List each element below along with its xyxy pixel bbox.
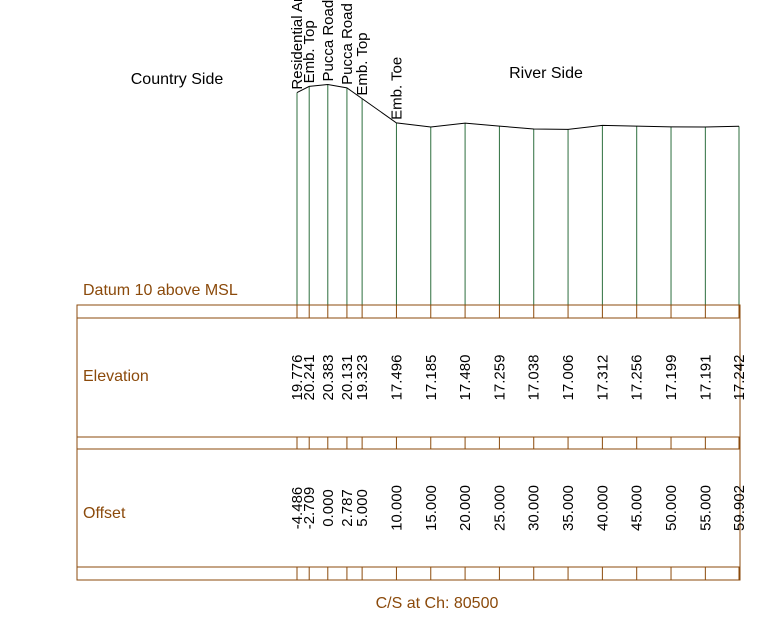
elevation-value: 20.383 [320, 355, 337, 401]
offset-value: 55.000 [697, 485, 714, 531]
offset-value: 0.000 [320, 489, 337, 527]
elevation-value: 20.131 [339, 355, 356, 401]
offset-value: 35.000 [560, 485, 577, 531]
offset-value: 5.000 [354, 489, 371, 527]
elevation-value: 17.242 [731, 355, 748, 401]
offset-value: 2.787 [339, 489, 356, 527]
offset-row-label: Offset [83, 505, 126, 522]
elevation-value: 17.038 [526, 355, 543, 401]
offset-value: 10.000 [388, 485, 405, 531]
offset-value: 40.000 [594, 485, 611, 531]
ground-profile-line [296, 83, 740, 130]
datum-label: Datum 10 above MSL [83, 282, 238, 299]
table-band-4 [76, 566, 741, 581]
elevation-row-label: Elevation [83, 368, 149, 385]
country-side-label: Country Side [131, 71, 224, 88]
elevation-value: 17.496 [388, 355, 405, 401]
elevation-value: 17.259 [491, 355, 508, 401]
offset-value: 15.000 [423, 485, 440, 531]
feature-label: Pucca Road [320, 0, 337, 82]
elevation-value: 19.323 [354, 355, 371, 401]
offset-value: 59.902 [731, 485, 748, 531]
elevation-value: 19.776 [289, 355, 306, 401]
offset-value: 20.000 [457, 485, 474, 531]
data-table-frame [76, 304, 741, 581]
elevation-value: 17.480 [457, 355, 474, 401]
elevation-value: 17.191 [697, 355, 714, 401]
section-title: C/S at Ch: 80500 [376, 595, 499, 612]
table-values: 19.776 -4.486 20.241 -2.709 20.383 0.000 20.13… [289, 355, 748, 531]
elevation-value: 20.241 [301, 355, 318, 401]
offset-value: 50.000 [663, 485, 680, 531]
offset-value: -4.486 [289, 487, 306, 530]
offset-value: 45.000 [629, 485, 646, 531]
elevation-value: 17.312 [594, 355, 611, 401]
offset-value: 30.000 [526, 485, 543, 531]
station-ticks [296, 305, 740, 580]
feature-label: Residential Area [289, 0, 306, 90]
feature-label: Emb. Top [301, 20, 318, 83]
elevation-value: 17.199 [663, 355, 680, 401]
elevation-value: 17.006 [560, 355, 577, 401]
river-side-label: River Side [509, 65, 583, 82]
table-band-0 [76, 304, 741, 319]
feature-label: Emb. Toe [388, 57, 405, 120]
table-band-2 [76, 436, 741, 450]
feature-label: Emb. Top [354, 32, 371, 95]
elevation-value: 17.185 [423, 355, 440, 401]
offset-value: 25.000 [491, 485, 508, 531]
feature-label: Pucca Road [339, 3, 356, 85]
elevation-value: 17.256 [629, 355, 646, 401]
offset-value: -2.709 [301, 487, 318, 530]
